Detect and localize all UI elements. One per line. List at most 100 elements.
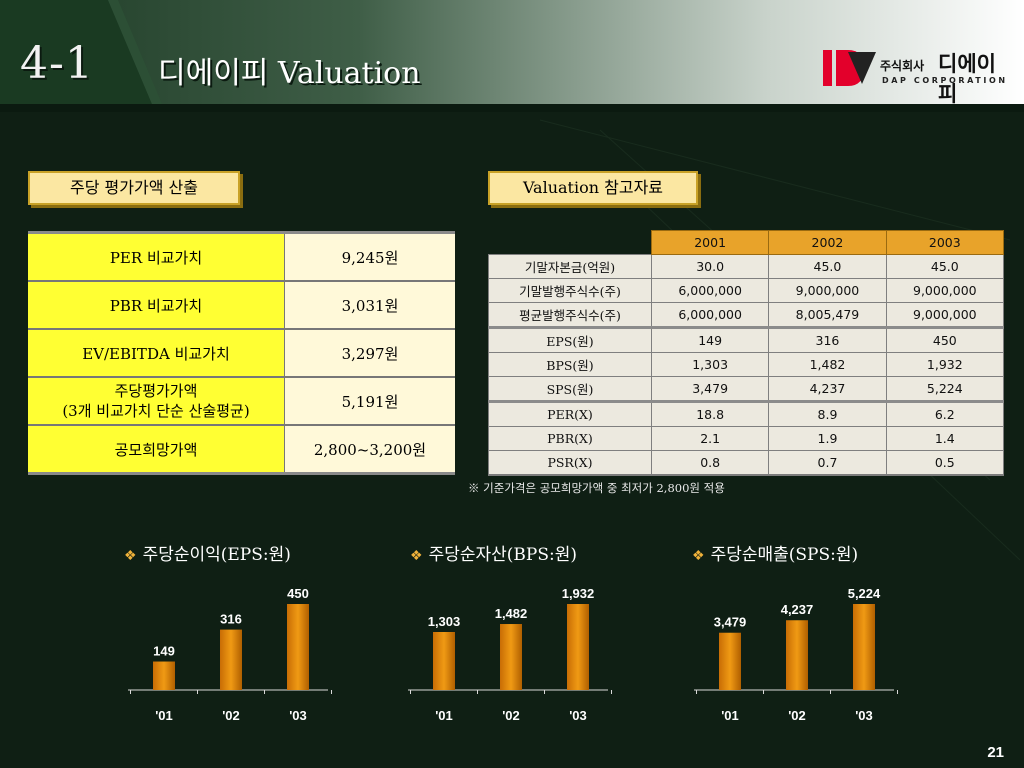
section-number: 4-1 <box>20 38 94 89</box>
logo-brand-small: 주식회사 <box>880 59 925 73</box>
row-key: PBR 비교가치 <box>28 281 285 330</box>
cell: 1.9 <box>768 426 887 451</box>
cell: 8,005,479 <box>768 302 887 328</box>
category-label: '02 <box>502 708 520 723</box>
row-key-line1: 주당평가가액 <box>114 382 198 400</box>
cell: 3,479 <box>650 376 770 402</box>
row-key: PER(X) <box>488 400 652 427</box>
table-row: PER 비교가치 9,245원 <box>28 232 455 282</box>
row-key: 기말발행주식수(주) <box>488 278 652 303</box>
row-value: 3,297원 <box>284 329 455 378</box>
cell: 1,482 <box>768 352 887 377</box>
per-share-valuation-table: PER 비교가치 9,245원 PBR 비교가치 3,031원 EV/EBITD… <box>28 231 455 475</box>
cell: 450 <box>885 326 1005 353</box>
year-header: 2002 <box>768 230 887 255</box>
sps-chart-title: ❖ 주당순매출(SPS:원) <box>692 540 858 565</box>
category-label: '01 <box>155 708 173 723</box>
cell: 45.0 <box>768 254 887 279</box>
cell: 4,237 <box>768 376 887 402</box>
logo-brand-eng: DAP CORPORATION <box>882 76 1008 85</box>
valuation-calc-label: 주당 평가가액 산출 <box>28 171 240 205</box>
row-value: 9,245원 <box>284 232 455 282</box>
cell: 6.2 <box>885 400 1005 427</box>
header-blank <box>489 231 652 255</box>
table-row: 주당평가가액 (3개 비교가치 단순 산술평균) 5,191원 <box>28 377 455 426</box>
row-key: 평균발행주식수(주) <box>488 302 652 328</box>
chart-title-text: 주당순자산(BPS:원) <box>428 545 577 565</box>
data-label: 5,224 <box>848 586 881 601</box>
bar <box>567 604 589 690</box>
table-row: PER(X) 18.8 8.9 6.2 <box>488 400 1005 427</box>
data-label: 1,303 <box>428 614 461 629</box>
valuation-reference-table: 2001 2002 2003 기말자본금(억원) 30.0 45.0 45.0 … <box>488 230 1005 476</box>
category-label: '03 <box>855 708 873 723</box>
diamond-bullet-icon: ❖ <box>124 548 137 564</box>
table-row: 기말발행주식수(주) 6,000,000 9,000,000 9,000,000 <box>488 278 1005 303</box>
table-row: SPS(원) 3,479 4,237 5,224 <box>488 376 1005 402</box>
cell: 1,303 <box>650 352 770 377</box>
table-header-row: 2001 2002 2003 <box>489 230 1005 255</box>
row-key: BPS(원) <box>488 352 652 377</box>
table-row: PBR 비교가치 3,031원 <box>28 281 455 330</box>
logo-brand-main: 디에이피 <box>938 52 996 106</box>
bar <box>287 604 309 690</box>
cell: 9,000,000 <box>768 278 887 303</box>
chart-title-text: 주당순매출(SPS:원) <box>710 545 859 565</box>
diamond-bullet-icon: ❖ <box>410 548 423 564</box>
data-label: 4,237 <box>781 602 814 617</box>
bps-chart-title: ❖ 주당순자산(BPS:원) <box>410 540 577 565</box>
table-row: PBR(X) 2.1 1.9 1.4 <box>488 426 1005 451</box>
row-value: 5,191원 <box>284 377 455 426</box>
data-label: 450 <box>287 586 309 601</box>
bps-bar-chart: 1,303 '01 1,482 '02 1,932 '03 <box>408 586 612 723</box>
row-key: 기말자본금(억원) <box>488 254 652 279</box>
category-label: '03 <box>289 708 307 723</box>
dap-logo-mark-icon <box>823 50 876 86</box>
bar <box>153 661 175 690</box>
cell: 30.0 <box>650 254 770 279</box>
cell: 18.8 <box>650 400 770 427</box>
chart-title-text: 주당순이익(EPS:원) <box>142 545 291 565</box>
row-key: PER 비교가치 <box>28 232 285 282</box>
cell: 0.8 <box>650 450 770 476</box>
table-row: 기말자본금(억원) 30.0 45.0 45.0 <box>488 254 1005 279</box>
row-value: 3,031원 <box>284 281 455 330</box>
bar <box>500 624 522 690</box>
row-key: EV/EBITDA 비교가치 <box>28 329 285 378</box>
cell: 9,000,000 <box>885 302 1005 328</box>
cell: 149 <box>650 326 770 353</box>
table-row: 공모희망가액 2,800~3,200원 <box>28 425 455 475</box>
cell: 1,932 <box>885 352 1005 377</box>
eps-bar-chart: 149 '01 316 '02 450 '03 <box>128 586 332 723</box>
row-key: SPS(원) <box>488 376 652 402</box>
row-value: 2,800~3,200원 <box>284 425 455 475</box>
category-label: '02 <box>222 708 240 723</box>
year-header: 2001 <box>650 230 770 255</box>
page-title: 디에이피 Valuation <box>158 56 421 91</box>
cell: 0.5 <box>885 450 1005 476</box>
table-row: PSR(X) 0.8 0.7 0.5 <box>488 450 1005 476</box>
data-label: 316 <box>220 612 242 627</box>
page-number: 21 <box>987 744 1004 761</box>
table-row: EPS(원) 149 316 450 <box>488 326 1005 353</box>
bar <box>786 620 808 690</box>
data-label: 3,479 <box>714 615 747 630</box>
category-label: '01 <box>721 708 739 723</box>
row-key: 주당평가가액 (3개 비교가치 단순 산술평균) <box>28 377 285 426</box>
reference-footnote: ※ 기준가격은 공모희망가액 중 최저가 2,800원 적용 <box>468 481 725 495</box>
category-label: '02 <box>788 708 806 723</box>
row-key: PSR(X) <box>488 450 652 476</box>
cell: 316 <box>768 326 887 353</box>
sps-bar-chart: 3,479 '01 4,237 '02 5,224 '03 <box>694 586 898 723</box>
table-row: 평균발행주식수(주) 6,000,000 8,005,479 9,000,000 <box>488 302 1005 328</box>
year-header: 2003 <box>885 230 1005 255</box>
category-label: '01 <box>435 708 453 723</box>
table-row: BPS(원) 1,303 1,482 1,932 <box>488 352 1005 377</box>
cell: 2.1 <box>650 426 770 451</box>
bar <box>853 604 875 690</box>
valuation-reference-label: Valuation 참고자료 <box>488 171 698 205</box>
bar <box>220 629 242 690</box>
row-key-line2: (3개 비교가치 단순 산술평균) <box>62 402 250 420</box>
cell: 1.4 <box>885 426 1005 451</box>
bar <box>719 632 741 690</box>
